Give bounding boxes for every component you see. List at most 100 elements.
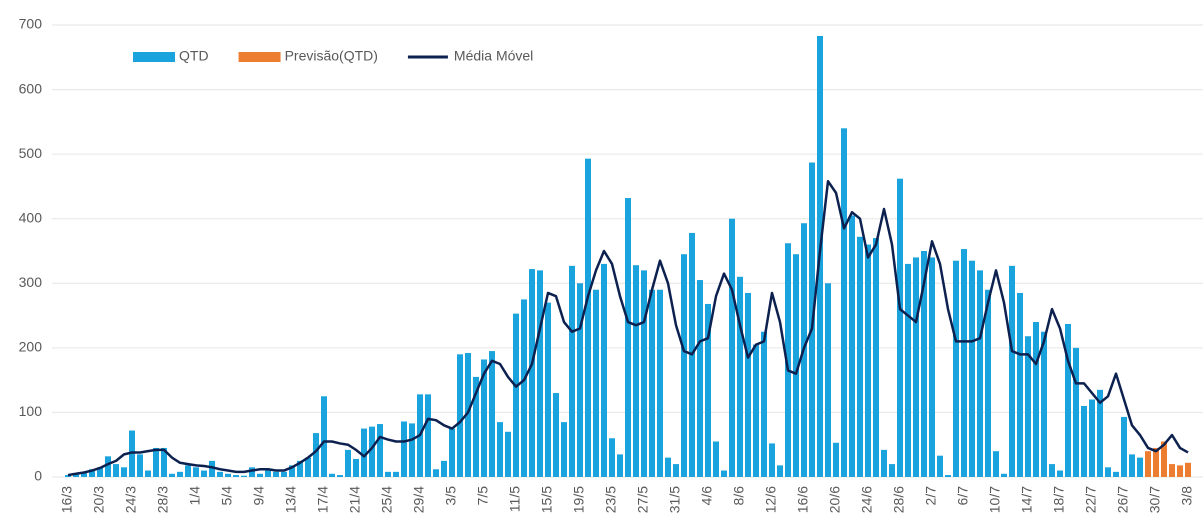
bar [913,257,919,477]
bar [953,260,959,477]
bar [961,249,967,477]
bar [361,428,367,477]
bar [177,471,183,477]
bar [145,470,151,477]
bar [681,254,687,477]
bar [65,475,71,477]
x-tick-label: 29/4 [411,486,427,513]
y-tick-label: 300 [19,274,43,290]
bar [825,283,831,477]
bar [161,447,167,477]
bar [729,218,735,477]
bar [441,460,447,477]
bar [793,254,799,477]
bar [113,464,119,477]
bar [737,276,743,477]
bar [337,475,343,477]
bar [409,423,415,477]
bar [137,454,143,477]
bar [889,464,895,477]
legend-label: Previsão(QTD) [285,48,378,64]
x-tick-label: 25/4 [379,486,395,513]
bar [345,449,351,477]
bar [321,396,327,477]
x-tick-label: 16/6 [795,486,811,513]
x-tick-label: 28/6 [891,486,907,513]
bar [1001,473,1007,477]
bar [241,475,247,477]
bar [249,467,255,477]
x-tick-label: 3/5 [443,486,459,506]
bar [385,471,391,477]
x-tick-label: 5/4 [219,486,235,506]
bar [1073,347,1079,477]
bar [905,263,911,477]
bar [425,394,431,477]
bar [265,470,271,477]
bar [1145,451,1151,477]
bar [713,441,719,477]
bar [977,270,983,477]
bar [561,422,567,477]
bar [217,471,223,477]
bar [1153,447,1159,477]
bar [1017,292,1023,477]
x-tick-label: 28/3 [155,486,171,513]
bar [569,265,575,477]
bar [313,433,319,477]
bar [457,354,463,477]
bar [393,471,399,477]
bar [857,236,863,477]
x-tick-label: 24/6 [859,486,875,513]
bar [1057,470,1063,477]
y-tick-label: 600 [19,80,43,96]
bar [945,475,951,477]
bar [433,469,439,477]
bar [697,280,703,477]
bar [601,263,607,477]
bar [577,283,583,477]
y-tick-label: 0 [34,468,42,484]
bar [97,467,103,477]
bar [985,289,991,477]
x-tick-label: 20/3 [91,486,107,513]
bar [897,178,903,477]
x-tick-label: 23/5 [603,486,619,513]
y-tick-label: 100 [19,403,43,419]
bar [353,458,359,477]
bar [497,422,503,477]
x-tick-label: 6/7 [955,486,971,506]
bar [665,457,671,477]
bar [185,465,191,477]
x-tick-label: 17/4 [315,486,331,513]
bar [505,431,511,477]
x-tick-label: 27/5 [635,486,651,513]
bar [1089,399,1095,477]
bar [1113,471,1119,477]
x-tick-label: 11/5 [507,486,523,512]
legend-label: QTD [179,48,209,64]
bar [1025,336,1031,477]
bar [289,465,295,477]
bar [1009,265,1015,477]
bar [193,467,199,477]
bar [1049,464,1055,477]
x-tick-label: 3/8 [1179,486,1195,506]
x-tick-label: 8/6 [731,486,747,506]
bar [785,243,791,477]
bar [841,128,847,478]
bar [593,289,599,477]
bar [545,302,551,477]
bar [585,158,591,478]
y-tick-label: 700 [19,16,43,32]
bar [537,270,543,477]
bar [225,473,231,477]
bar [89,469,95,477]
bar [753,344,759,477]
bar [553,393,559,477]
x-tick-label: 15/5 [539,486,555,513]
bar [401,421,407,477]
x-tick-label: 10/7 [987,486,1003,513]
bar [673,464,679,477]
bar [513,313,519,477]
